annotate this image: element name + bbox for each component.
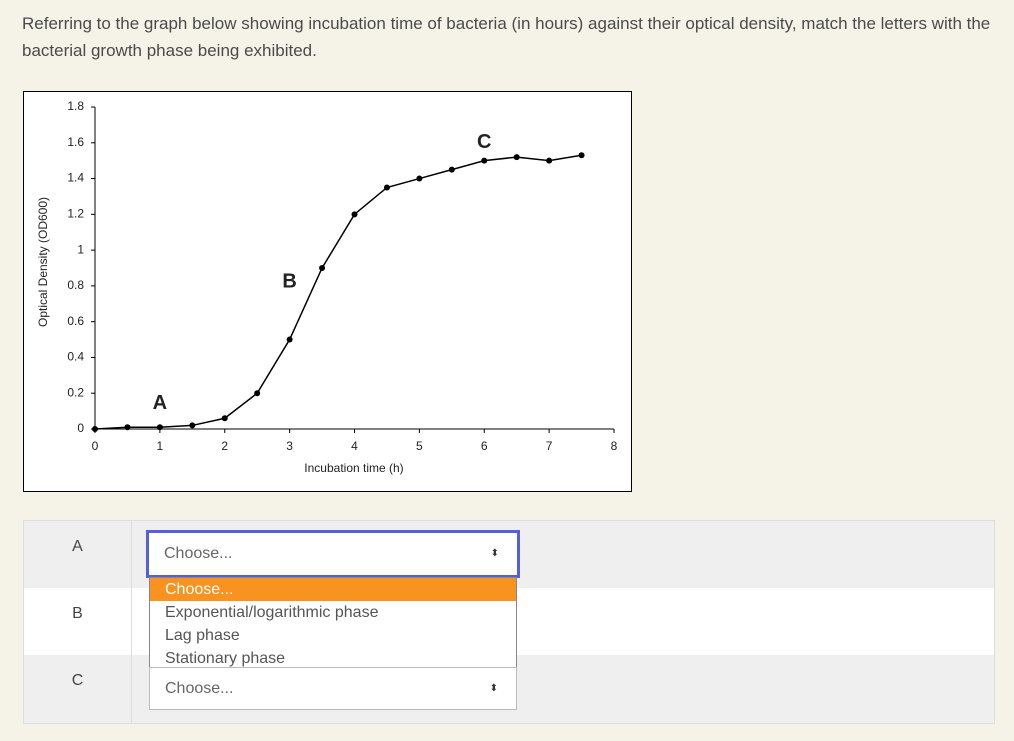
x-tick-label: 7	[546, 439, 553, 453]
chart-box: Optical Density (OD600) Incubation time …	[23, 91, 632, 492]
y-tick-label: 0.8	[67, 278, 84, 292]
dropdown-list: Choose... Exponential/logarithmic phase …	[149, 577, 517, 671]
row-label: B	[24, 588, 132, 655]
y-tick-label: 0.4	[67, 350, 84, 364]
select-arrow: ⬍	[490, 548, 499, 559]
x-axis-label: Incubation time (h)	[304, 461, 403, 475]
y-tick-label: 1.6	[67, 135, 84, 149]
question: Referring to the graph below showing inc…	[22, 14, 991, 60]
select-c[interactable]: Choose... ⬍	[149, 667, 517, 710]
row-label: A	[24, 521, 132, 588]
select-value: Choose...	[165, 680, 234, 697]
point	[124, 424, 131, 431]
chart: Optical Density (OD600) Incubation time …	[36, 99, 618, 475]
x-tick-label: 6	[481, 439, 488, 453]
select-value: Choose...	[164, 545, 233, 562]
option[interactable]: Stationary phase	[165, 650, 286, 667]
point	[578, 152, 585, 159]
point	[546, 157, 553, 164]
point	[92, 426, 98, 432]
point	[416, 175, 423, 182]
x-tick-label: 0	[92, 439, 99, 453]
line	[94, 154, 582, 430]
y-tick-label: 0.6	[67, 314, 84, 328]
point	[383, 184, 390, 191]
y-tick-label: 1	[77, 242, 84, 256]
select-arrow: ⬍	[489, 683, 498, 694]
point	[481, 157, 488, 164]
annotation: B	[282, 271, 296, 293]
y-axis-label: Optical Density (OD600)	[36, 197, 50, 327]
x-tick-label: 8	[611, 439, 618, 453]
x-tick-label: 2	[221, 439, 228, 453]
annotation: A	[153, 392, 167, 414]
select-a[interactable]: Choose... ⬍	[146, 530, 520, 578]
point	[319, 265, 326, 271]
point	[351, 211, 358, 218]
point	[221, 415, 228, 422]
row-label: C	[24, 655, 132, 723]
y-tick-label: 0	[77, 421, 84, 435]
option[interactable]: Lag phase	[165, 627, 240, 644]
x-tick-label: 1	[157, 439, 164, 453]
y-tick-label: 1.8	[67, 99, 84, 113]
point	[189, 422, 196, 429]
point	[513, 154, 520, 161]
annotation: C	[477, 131, 491, 153]
point	[448, 166, 455, 173]
x-tick-label: 3	[286, 439, 293, 453]
x-tick-label: 4	[351, 439, 358, 453]
x-tick-label: 5	[416, 439, 423, 453]
y-tick-label: 0.2	[67, 385, 84, 399]
y-tick-label: 1.4	[67, 171, 84, 185]
option[interactable]: Choose...	[150, 578, 516, 601]
option[interactable]: Exponential/logarithmic phase	[165, 604, 379, 621]
point	[156, 424, 163, 431]
point	[286, 336, 293, 343]
point	[254, 390, 261, 397]
y-tick-label: 1.2	[67, 207, 84, 221]
